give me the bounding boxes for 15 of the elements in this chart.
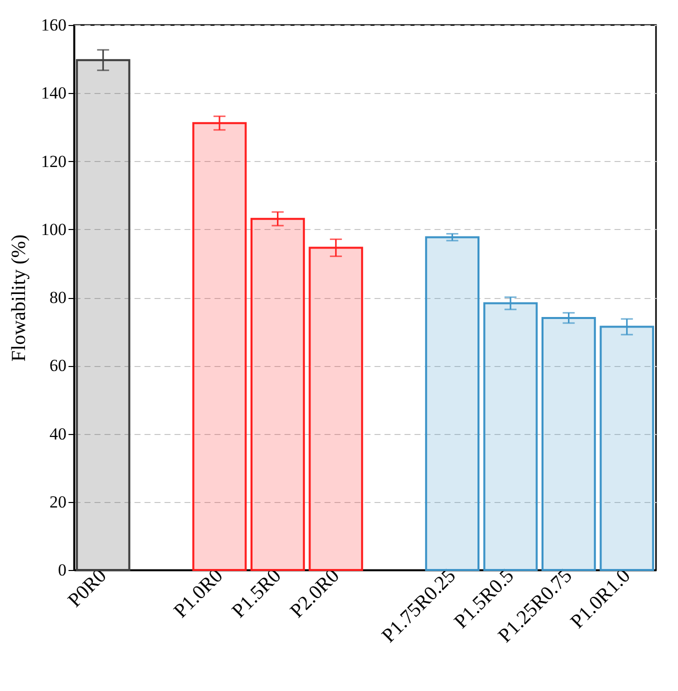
y-tick-label: 0	[58, 560, 66, 580]
bar	[250, 218, 305, 571]
bar	[600, 326, 654, 571]
y-tick-label: 60	[50, 356, 66, 376]
y-axis-title: Flowability (%)	[8, 234, 30, 362]
y-tick-label: 100	[41, 220, 66, 239]
y-tick-label: 120	[41, 152, 66, 171]
y-tick-label: 140	[41, 84, 66, 103]
bar	[308, 246, 364, 571]
y-tick-label: 160	[41, 16, 66, 34]
bar	[192, 122, 247, 571]
bar	[76, 59, 130, 571]
y-tick-label: 40	[50, 424, 66, 444]
y-tick-label: 80	[50, 288, 66, 307]
y-tick-label: 20	[50, 492, 66, 512]
